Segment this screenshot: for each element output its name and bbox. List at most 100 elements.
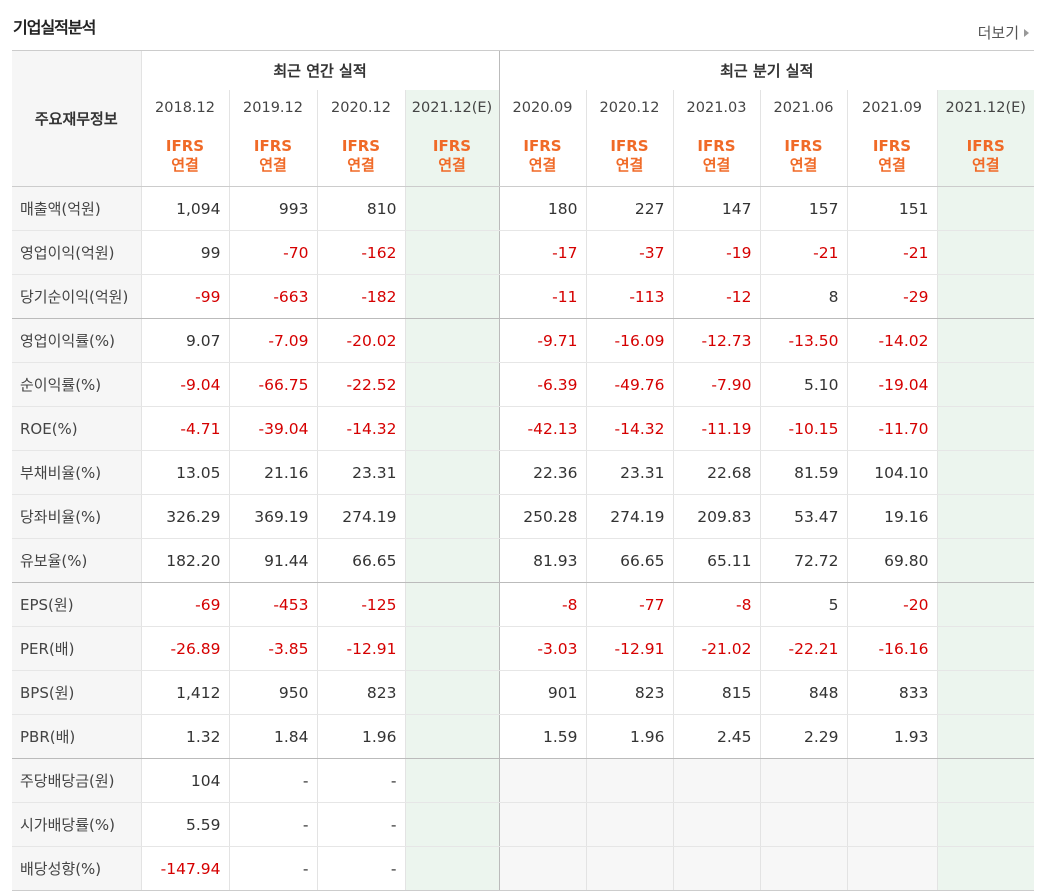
row-label: PER(배) [12, 626, 141, 671]
table-cell: -125 [316, 582, 405, 627]
consolidated-label: 연결 [438, 156, 466, 174]
table-cell: 810 [316, 186, 405, 231]
table-cell: -37 [585, 230, 673, 275]
table-cell: -70 [228, 230, 317, 275]
section-title: 기업실적분석 [13, 18, 96, 37]
table-cell [404, 186, 499, 231]
period-header: 2019.12 [228, 90, 317, 126]
table-cell: 22.36 [498, 450, 586, 495]
consolidated-label: 연결 [878, 156, 906, 174]
table-cell [759, 758, 847, 803]
ifrs-label: IFRS [872, 137, 912, 155]
table-cell: 72.72 [759, 538, 847, 583]
table-cell: 823 [316, 670, 405, 715]
table-cell: -77 [585, 582, 673, 627]
consolidated-label: 연결 [171, 156, 199, 174]
quarter-group-header: 최근 분기 실적 [498, 50, 1034, 90]
table-cell [585, 758, 673, 803]
table-cell [846, 758, 937, 803]
table-cell [404, 802, 499, 847]
period-header: 2021.12(E) [936, 90, 1034, 126]
table-cell: 5.59 [140, 802, 229, 847]
table-cell: 209.83 [672, 494, 760, 539]
table-cell: -12.73 [672, 318, 760, 363]
table-cell: 23.31 [585, 450, 673, 495]
table-cell: 182.20 [140, 538, 229, 583]
consolidated-label: 연결 [615, 156, 644, 174]
table-row: EPS(원) -69 -453 -125 -8 -77 -8 5 -20 [12, 582, 1034, 627]
table-cell: -10.15 [759, 406, 847, 451]
table-cell: 1,412 [140, 670, 229, 715]
table-cell: -453 [228, 582, 317, 627]
table-cell [404, 714, 499, 759]
table-cell: -22.52 [316, 362, 405, 407]
table-cell: -21 [846, 230, 937, 275]
table-cell: -22.21 [759, 626, 847, 671]
table-cell: -21 [759, 230, 847, 275]
table-cell: 2.29 [759, 714, 847, 759]
period-header: 2021.09 [846, 90, 937, 126]
table-cell: - [228, 802, 317, 847]
table-cell [585, 846, 673, 891]
table-cell [936, 670, 1034, 715]
row-label: BPS(원) [12, 670, 141, 715]
table-cell: 369.19 [228, 494, 317, 539]
consolidated-label: 연결 [259, 156, 287, 174]
table-cell [936, 626, 1034, 671]
label-header: 주요재무정보 [12, 50, 141, 187]
table-row: 영업이익률(%) 9.07 -7.09 -20.02 -9.71 -16.09 -12.73… [12, 318, 1034, 363]
table-cell: 66.65 [316, 538, 405, 583]
table-cell: 250.28 [498, 494, 586, 539]
table-row: 당기순이익(억원) -99 -663 -182 -11 -113 -12 8 -29 [12, 274, 1034, 319]
table-cell [404, 450, 499, 495]
table-cell [846, 802, 937, 847]
table-cell [404, 274, 499, 319]
table-cell: - [316, 846, 405, 891]
table-cell [936, 758, 1034, 803]
table-cell [936, 362, 1034, 407]
table-cell [404, 846, 499, 891]
table-cell [936, 318, 1034, 363]
table-cell: -7.09 [228, 318, 317, 363]
ifrs-basis-label: IFRS 연결 [498, 126, 586, 187]
table-cell [936, 406, 1034, 451]
table-cell: 1.84 [228, 714, 317, 759]
table-row: 당좌비율(%) 326.29 369.19 274.19 250.28 274.19 209… [12, 494, 1034, 539]
ifrs-basis-label: IFRS 연결 [585, 126, 673, 187]
ifrs-label: IFRS [432, 137, 472, 155]
table-cell: -19 [672, 230, 760, 275]
table-cell [759, 846, 847, 891]
table-cell: 1.93 [846, 714, 937, 759]
table-cell: -113 [585, 274, 673, 319]
table-cell: -182 [316, 274, 405, 319]
table-cell: -12.91 [316, 626, 405, 671]
table-cell: 901 [498, 670, 586, 715]
table-cell: 147 [672, 186, 760, 231]
period-header: 2020.09 [498, 90, 586, 126]
table-cell: -663 [228, 274, 317, 319]
table-cell: -11.70 [846, 406, 937, 451]
table-cell [404, 406, 499, 451]
ifrs-basis-label: IFRS 연결 [846, 126, 937, 187]
table-cell [936, 230, 1034, 275]
table-cell: 5 [759, 582, 847, 627]
row-label: PBR(배) [12, 714, 141, 759]
table-cell [936, 846, 1034, 891]
table-cell: -14.32 [585, 406, 673, 451]
period-header: 2021.12(E) [404, 90, 499, 126]
row-label: 영업이익(억원) [12, 230, 141, 275]
table-cell: 815 [672, 670, 760, 715]
table-cell [404, 582, 499, 627]
table-cell: 274.19 [585, 494, 673, 539]
table-cell [936, 186, 1034, 231]
table-cell: -162 [316, 230, 405, 275]
row-label: ROE(%) [12, 406, 141, 451]
more-link[interactable]: 더보기 [978, 22, 1029, 43]
table-row: 주당배당금(원) 104- - [12, 758, 1034, 803]
row-label: 당기순이익(억원) [12, 274, 141, 319]
table-cell: -19.04 [846, 362, 937, 407]
table-cell: - [228, 758, 317, 803]
row-label: 당좌비율(%) [12, 494, 141, 539]
table-cell: -14.02 [846, 318, 937, 363]
annual-group-header: 최근 연간 실적 [140, 50, 499, 90]
